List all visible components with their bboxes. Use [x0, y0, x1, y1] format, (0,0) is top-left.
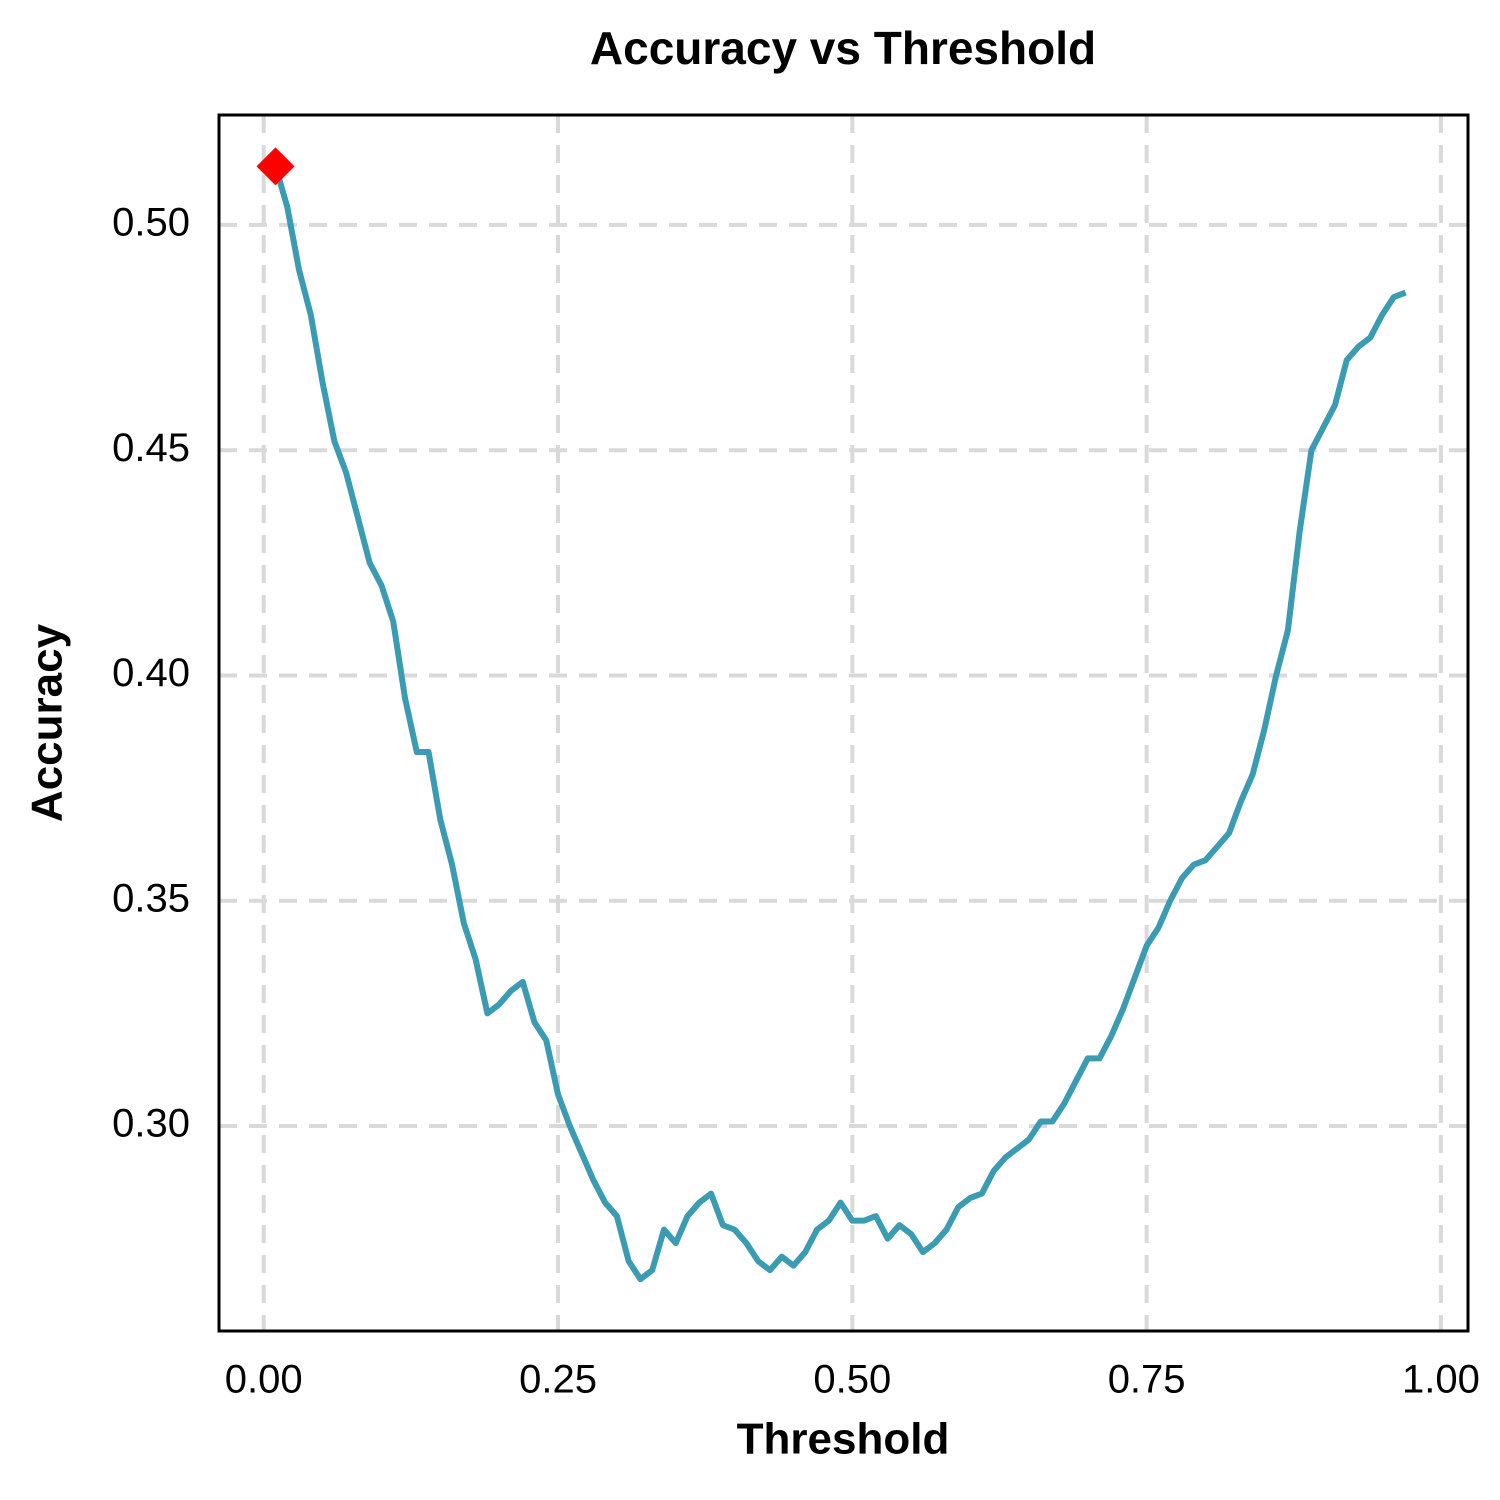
plot-area — [256, 147, 1407, 1283]
plot-frame — [217, 113, 1470, 1333]
y-tick-label: 0.50 — [112, 200, 190, 244]
y-tick-label: 0.45 — [112, 426, 190, 470]
best-marker — [256, 147, 295, 186]
x-tick-label: 0.00 — [225, 1358, 303, 1402]
x-tick-label: 1.00 — [1402, 1358, 1480, 1402]
x-tick-label: 0.75 — [1108, 1358, 1186, 1402]
x-axis-label: Threshold — [737, 1415, 950, 1464]
y-axis-label: Accuracy — [23, 623, 72, 822]
grid — [219, 115, 1468, 1331]
x-tick-label: 0.25 — [519, 1358, 597, 1402]
y-tick-label: 0.40 — [112, 651, 190, 695]
y-tick-label: 0.30 — [112, 1102, 190, 1146]
x-tick-label: 0.50 — [813, 1358, 891, 1402]
data-line — [272, 165, 1407, 1283]
y-tick-label: 0.35 — [112, 876, 190, 920]
chart-title: Accuracy vs Threshold — [590, 22, 1096, 74]
